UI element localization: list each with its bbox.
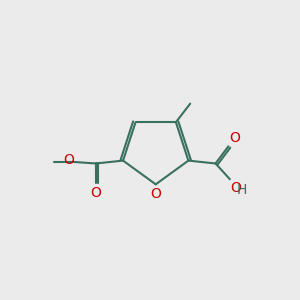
Text: O: O bbox=[230, 181, 241, 195]
Text: H: H bbox=[236, 183, 247, 196]
Text: O: O bbox=[91, 186, 101, 200]
Text: O: O bbox=[150, 187, 161, 201]
Text: O: O bbox=[229, 131, 240, 145]
Text: O: O bbox=[63, 153, 74, 167]
